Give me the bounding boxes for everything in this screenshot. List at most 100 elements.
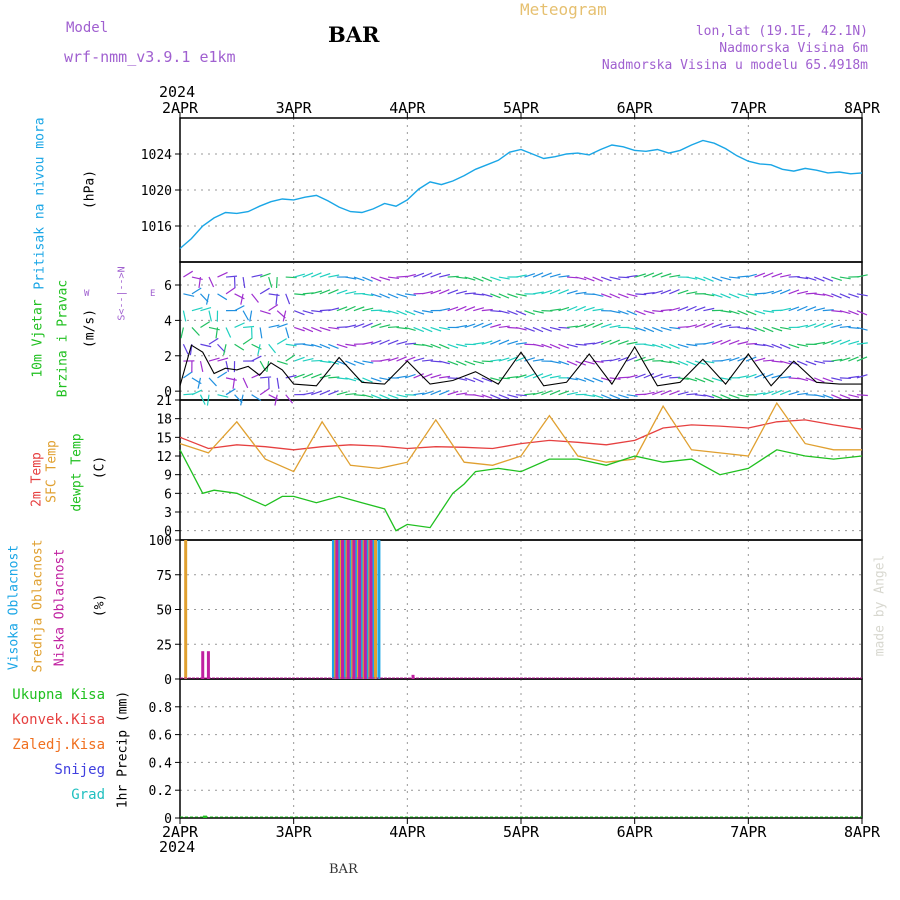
wind-arrow-316: [831, 339, 842, 345]
wind-arrow-302: [711, 339, 723, 345]
wind-arrow-284: [558, 343, 569, 349]
wind-arrow-109: [430, 374, 442, 379]
wind-arrow-502: [370, 293, 382, 298]
wind-arrow-372: [626, 326, 638, 331]
wind-arrow-36: [490, 394, 501, 400]
wind-arrow-299: [686, 343, 698, 347]
wind-arrow-320: [180, 327, 184, 339]
wind-arrow-478: [848, 310, 859, 316]
wind-arrow-360: [524, 326, 535, 332]
wind-arrow-286: [575, 343, 587, 346]
wind-arrow-548: [762, 290, 774, 295]
wind-arrow-294: [643, 343, 655, 347]
wind-arrow-363: [549, 326, 561, 331]
year-top: 2024: [159, 83, 196, 101]
meteogram-title: Meteogram: [520, 0, 607, 19]
wind-arrow-8: [251, 394, 262, 402]
wind-arrow-246: [234, 343, 245, 351]
wind-arrow-636: [831, 276, 842, 281]
ytick-label-temperature-1: 3: [164, 506, 172, 521]
wind-arrow-506: [404, 293, 417, 297]
wind-arrow-632: [797, 276, 809, 280]
wind-arrow-580: [353, 276, 365, 282]
wind-arrow-414: [302, 310, 314, 315]
xtick-label-top-1: 3APR: [276, 99, 313, 117]
wind-arrow-291: [617, 340, 629, 345]
wind-arrow-4: [217, 394, 229, 398]
panel-frame-clouds: [179, 539, 863, 680]
wind-arrow-626: [745, 273, 757, 278]
wind-arrow-242: [200, 343, 212, 348]
wind-arrow-344: [387, 326, 400, 329]
wind-arrow-63: [720, 394, 731, 400]
wind-arrow-523: [549, 289, 561, 295]
wind-arrow-481: [191, 287, 202, 295]
ytick-label-temperature-0: 0: [164, 525, 172, 540]
wind-arrow-311: [788, 343, 800, 349]
wind-arrow-194: [473, 360, 485, 365]
wind-arrow-213: [635, 356, 646, 362]
temp-sfc-line: [179, 401, 862, 473]
wind-arrow-232: [796, 360, 808, 366]
wind-arrow-74: [814, 394, 826, 398]
wind-arrow-448: [592, 308, 604, 312]
wind-arrow-604: [558, 275, 570, 278]
wind-arrow-272: [456, 343, 468, 348]
wind-arrow-543: [720, 293, 731, 299]
wind-arrow-113: [464, 377, 476, 383]
wind-arrow-251: [276, 338, 287, 345]
wind-arrow-377: [669, 326, 681, 330]
wind-arrow-552: [797, 290, 809, 295]
wind-arrow-596: [490, 276, 501, 282]
ytick-label-temperature-4: 12: [156, 450, 172, 465]
wind-arrow-619: [686, 276, 698, 280]
wind-arrow-54: [643, 391, 655, 396]
cloud-bar-2-2: [335, 540, 339, 679]
wind-arrow-488: [251, 293, 259, 303]
wind-arrow-276: [490, 339, 501, 345]
xtick-label-top-4: 6APR: [617, 99, 654, 117]
wind-arrow-420: [353, 306, 365, 312]
wind-arrow-218: [677, 360, 689, 366]
wind-arrow-460: [694, 306, 706, 312]
wind-arrow-487: [240, 293, 244, 305]
wind-arrow-491: [275, 293, 278, 305]
wind-arrow-424: [387, 310, 399, 315]
wind-arrow-386: [745, 326, 757, 332]
wind-arrow-43: [549, 389, 561, 396]
wind-arrow-637: [839, 276, 851, 280]
wind-arrow-617: [669, 274, 681, 278]
wind-arrow-402: [200, 307, 212, 312]
wind-arrow-317: [839, 339, 851, 345]
wind-arrow-236: [831, 358, 843, 362]
wind-arrow-271: [447, 343, 459, 349]
wind-arrow-577: [328, 274, 340, 278]
wind-arrow-70: [779, 390, 791, 396]
wind-arrow-196: [490, 358, 502, 362]
wind-arrow-1: [191, 389, 203, 396]
wind-arrow-560: [183, 270, 194, 278]
wind-arrow-568: [251, 274, 263, 278]
wind-arrow-470: [780, 307, 792, 312]
wind-arrow-22: [370, 394, 382, 400]
wind-arrow-365: [566, 325, 579, 329]
wind-arrow-87: [242, 377, 249, 389]
wind-arrow-47: [583, 394, 596, 398]
wind-arrow-512: [456, 290, 468, 295]
wind-arrow-476: [831, 310, 843, 313]
wind-arrow-303: [720, 339, 731, 345]
wind-arrow-427: [413, 310, 425, 315]
wind-arrow-85: [225, 377, 237, 381]
wind-arrow-581: [362, 276, 373, 282]
wind-arrow-141: [703, 377, 714, 383]
wind-arrow-348: [421, 326, 433, 333]
wind-arrow-97: [328, 376, 340, 379]
cloud-bar-2-0: [201, 651, 205, 679]
ytick-label-pressure-0: 1016: [141, 220, 172, 235]
wind-arrow-65: [737, 394, 749, 398]
wind-arrow-622: [711, 276, 723, 282]
wind-arrow-406: [234, 305, 245, 312]
ytick-label-precip-3: 0.6: [149, 729, 172, 744]
wind-arrow-217: [669, 360, 681, 365]
wind-arrow-67: [754, 392, 766, 396]
